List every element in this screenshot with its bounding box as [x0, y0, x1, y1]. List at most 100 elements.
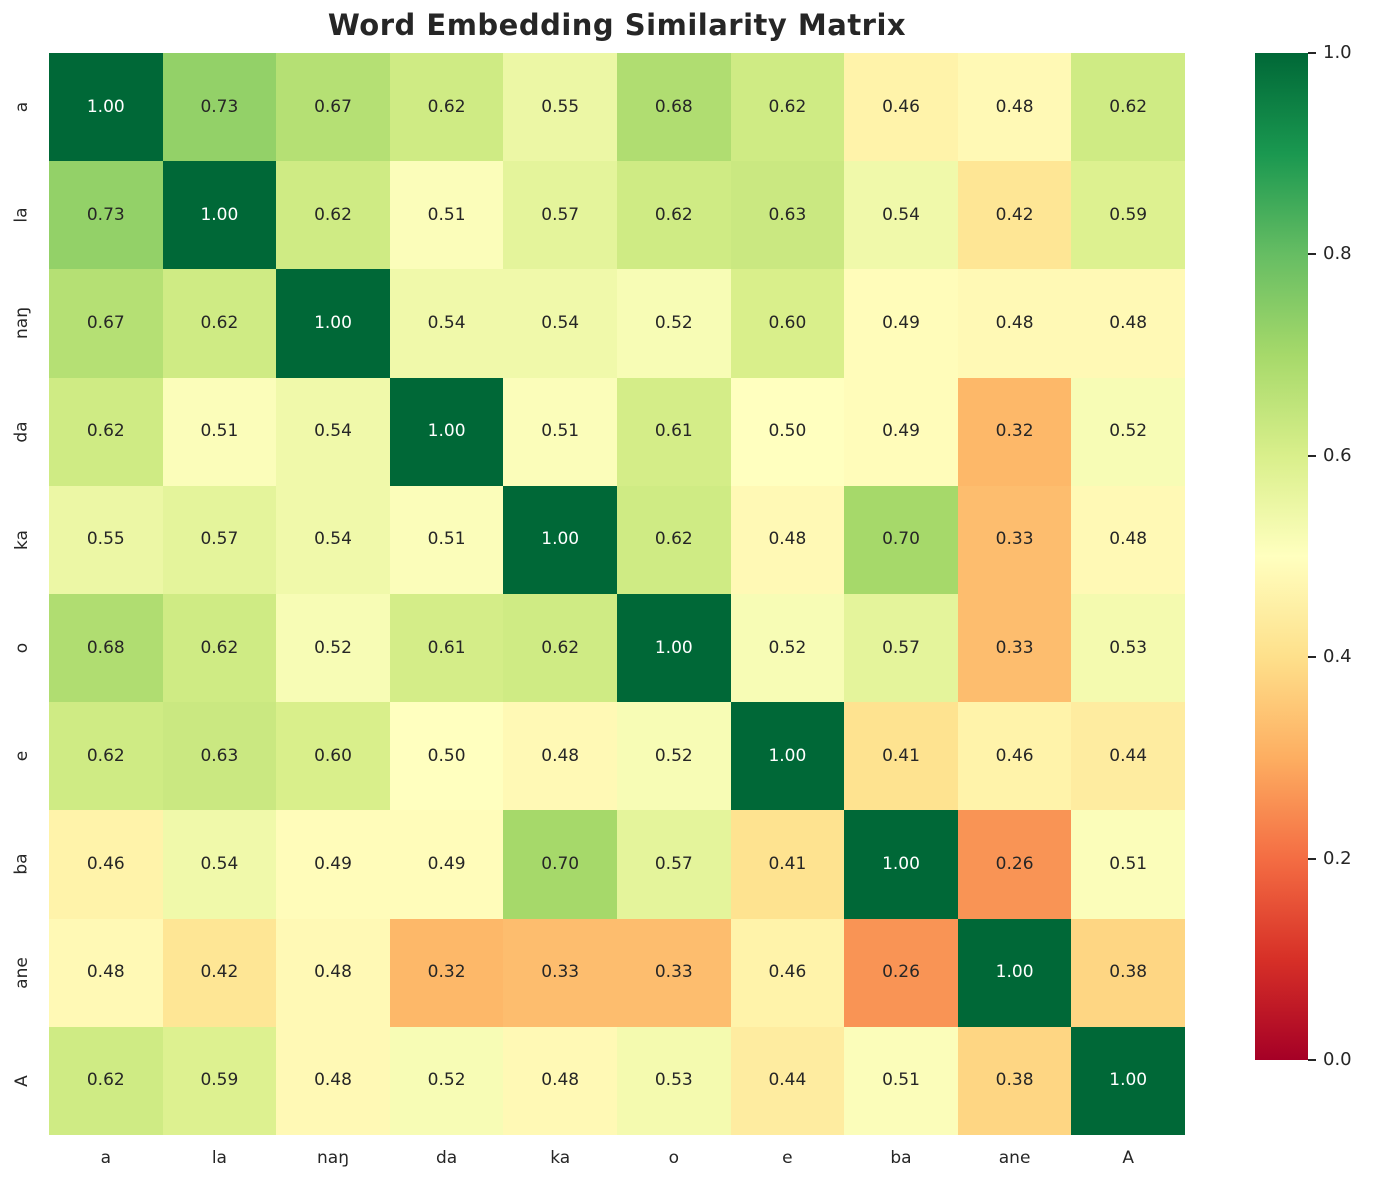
heatmap-cell-naŋ-A: 0.48	[1071, 269, 1185, 378]
heatmap-cell-ka-naŋ: 0.54	[276, 485, 390, 594]
heatmap-cell-ane-ka: 0.33	[503, 918, 617, 1027]
heatmap-cell-a-a: 1.00	[49, 53, 163, 162]
y-axis-labels: a la naŋ da ka o e ba ane A	[0, 53, 44, 1135]
heatmap-cell-la-la: 1.00	[162, 161, 277, 270]
heatmap-cell-la-da: 0.51	[389, 161, 504, 270]
heatmap-cell-o-ane: 0.33	[957, 593, 1072, 703]
heatmap-cell-A-a: 0.62	[49, 1026, 163, 1135]
heatmap-cell-o-a: 0.68	[49, 593, 163, 703]
x-axis-labels: a la naŋ da ka o e ba ane A	[49, 1139, 1185, 1177]
x-tick-label-ba: ba	[890, 1148, 912, 1168]
colorbar-tick-mark	[1308, 52, 1316, 54]
heatmap-cell-e-a: 0.62	[49, 702, 163, 811]
heatmap-cell-da-ka: 0.51	[503, 377, 617, 486]
heatmap-cell-a-ka: 0.55	[503, 53, 617, 162]
colorbar-tick-label: 0.4	[1323, 646, 1352, 668]
y-tick-label-text: A	[11, 1075, 32, 1087]
heatmap-cell-ka-da: 0.51	[389, 485, 504, 594]
heatmap-cell-a-o: 0.68	[616, 53, 731, 162]
y-tick-label-text: o	[12, 642, 32, 654]
y-tick-label-naŋ: naŋ	[0, 269, 44, 377]
heatmap-cell-ka-ka: 1.00	[503, 485, 617, 594]
heatmap-cell-o-naŋ: 0.52	[276, 593, 390, 703]
heatmap-cell-naŋ-e: 0.60	[730, 269, 845, 378]
heatmap-cell-e-ba: 0.41	[844, 702, 958, 811]
heatmap-cell-ane-naŋ: 0.48	[276, 918, 390, 1027]
heatmap-cell-ane-e: 0.46	[730, 918, 845, 1027]
heatmap-cell-da-A: 0.52	[1071, 377, 1185, 486]
heatmap-cell-ane-A: 0.38	[1071, 918, 1185, 1027]
y-tick-label-text: ka	[12, 529, 32, 550]
heatmap-cell-naŋ-naŋ: 1.00	[276, 269, 390, 378]
y-tick-label-ane: ane	[0, 919, 44, 1027]
heatmap-cell-naŋ-a: 0.67	[49, 269, 163, 378]
heatmap-cell-naŋ-ane: 0.48	[957, 269, 1072, 378]
heatmap-cell-da-da: 1.00	[389, 377, 504, 486]
y-tick-label-a: a	[0, 53, 44, 161]
y-tick-label-la: la	[0, 161, 44, 269]
x-tick-label-a: a	[100, 1148, 111, 1168]
heatmap-cell-ane-la: 0.42	[162, 918, 277, 1027]
y-tick-label-ba: ba	[0, 810, 44, 918]
x-tick-label-e: e	[782, 1148, 793, 1168]
heatmap-cell-la-A: 0.59	[1071, 161, 1185, 270]
heatmap-cell-ka-ane: 0.33	[957, 485, 1072, 594]
y-tick-label-e: e	[0, 702, 44, 810]
heatmap-cell-ba-naŋ: 0.49	[276, 810, 390, 919]
heatmap-cell-e-o: 0.52	[616, 702, 731, 811]
heatmap-cell-da-e: 0.50	[730, 377, 845, 486]
heatmap-cell-o-e: 0.52	[730, 593, 845, 703]
heatmap-cell-ane-a: 0.48	[49, 918, 163, 1027]
heatmap-cell-A-ba: 0.51	[844, 1026, 958, 1135]
heatmap-cell-la-e: 0.63	[730, 161, 845, 270]
heatmap-cell-o-ba: 0.57	[844, 593, 958, 703]
heatmap-cell-la-naŋ: 0.62	[276, 161, 390, 270]
colorbar-tick-label: 0.8	[1323, 243, 1352, 265]
heatmap-cell-ka-A: 0.48	[1071, 485, 1185, 594]
heatmap-cell-ba-ka: 0.70	[503, 810, 617, 919]
heatmap-cell-naŋ-ba: 0.49	[844, 269, 958, 378]
heatmap-cell-a-e: 0.62	[730, 53, 845, 162]
heatmap-cell-a-da: 0.62	[389, 53, 504, 162]
heatmap-cell-ka-a: 0.55	[49, 485, 163, 594]
x-tick-label-ka: ka	[550, 1148, 571, 1168]
heatmap-cell-A-o: 0.53	[616, 1026, 731, 1135]
heatmap-cell-la-a: 0.73	[49, 161, 163, 270]
heatmap-cell-o-A: 0.53	[1071, 593, 1185, 703]
colorbar: 1.0 0.8 0.6 0.4 0.2 0.0	[1255, 42, 1352, 1070]
heatmap-cell-da-naŋ: 0.54	[276, 377, 390, 486]
heatmap-cell-a-ane: 0.48	[957, 53, 1072, 162]
heatmap-cell-ane-ane: 1.00	[957, 918, 1072, 1027]
heatmap-cell-A-e: 0.44	[730, 1026, 845, 1135]
heatmap-cell-da-ba: 0.49	[844, 377, 958, 486]
colorbar-tick-mark	[1308, 656, 1316, 659]
heatmap-cell-da-ane: 0.32	[957, 377, 1072, 486]
heatmap-cell-ba-o: 0.57	[616, 810, 731, 919]
y-tick-label-text: ba	[12, 853, 32, 876]
heatmap-grid: 1.00 0.73 0.67 0.62 0.55 0.68 0.62 0.46 0.48 0.62…	[49, 53, 1185, 1135]
heatmap-cell-ba-la: 0.54	[162, 810, 277, 919]
heatmap-cell-e-da: 0.50	[389, 702, 504, 811]
heatmap-cell-o-da: 0.61	[389, 593, 504, 703]
heatmap-cell-ane-o: 0.33	[616, 918, 731, 1027]
heatmap-cell-naŋ-da: 0.54	[389, 269, 504, 378]
colorbar-tick-label: 0.6	[1323, 444, 1352, 466]
heatmap-cell-A-A: 1.00	[1071, 1026, 1185, 1135]
heatmap-cell-ba-a: 0.46	[49, 810, 163, 919]
heatmap-cell-a-ba: 0.46	[844, 53, 958, 162]
colorbar-tick-label: 0.0	[1323, 1049, 1352, 1070]
heatmap-cell-da-a: 0.62	[49, 377, 163, 486]
colorbar-tick-mark	[1308, 1059, 1316, 1061]
heatmap-cell-A-la: 0.59	[162, 1026, 277, 1135]
heatmap-cell-naŋ-la: 0.62	[162, 269, 277, 378]
colorbar-gradient	[1255, 53, 1308, 1060]
heatmap-cell-ba-e: 0.41	[730, 810, 845, 919]
y-tick-label-text: a	[11, 101, 32, 113]
heatmap-cell-o-la: 0.62	[162, 593, 277, 703]
heatmap-cell-o-o: 1.00	[616, 593, 731, 703]
x-tick-label-la: la	[211, 1148, 227, 1168]
heatmap-cell-ba-da: 0.49	[389, 810, 504, 919]
heatmap-cell-ka-e: 0.48	[730, 485, 845, 594]
heatmap-cell-la-o: 0.62	[616, 161, 731, 270]
x-tick-label-da: da	[435, 1148, 458, 1168]
